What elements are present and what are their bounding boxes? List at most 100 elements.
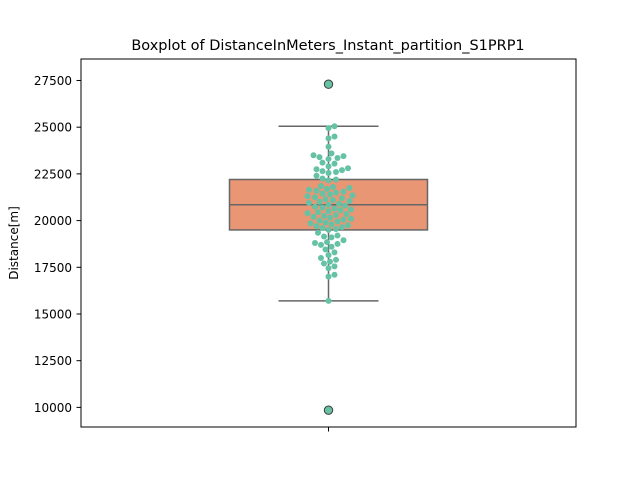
swarm-point: [334, 240, 341, 247]
swarm-point: [328, 243, 335, 250]
y-tick-label: 15000: [34, 307, 72, 321]
swarm-point: [333, 176, 339, 183]
swarm-point: [334, 232, 341, 239]
swarm-point: [322, 219, 329, 226]
swarm-point: [331, 133, 338, 140]
y-axis-label: Distance[m]: [7, 206, 21, 280]
swarm-point: [343, 211, 350, 218]
chart-title: Boxplot of DistanceInMeters_Instant_part…: [131, 38, 524, 54]
swarm-point: [322, 196, 329, 203]
swarm-point: [319, 175, 326, 182]
swarm-point: [318, 254, 324, 261]
swarm-point: [331, 160, 338, 167]
swarm-point: [346, 197, 353, 204]
swarm-point: [310, 152, 317, 159]
y-tick-label: 27500: [34, 74, 72, 88]
swarm-point: [325, 163, 332, 170]
swarm-point: [331, 249, 338, 256]
swarm-point: [319, 190, 326, 197]
swarm-point: [348, 215, 354, 222]
swarm-point: [331, 263, 338, 270]
swarm-point: [315, 209, 321, 216]
swarm-point: [310, 213, 317, 220]
swarm-point: [312, 240, 318, 246]
swarm-point: [328, 221, 335, 228]
swarm-point: [331, 205, 338, 212]
swarm-point: [312, 203, 318, 210]
swarm-point: [330, 197, 336, 204]
swarm-point: [316, 217, 323, 224]
swarm-point: [333, 256, 339, 263]
swarm-point: [304, 193, 311, 200]
swarm-point: [328, 234, 335, 241]
swarm-point: [348, 206, 354, 213]
swarm-point: [312, 194, 318, 201]
swarm-point: [333, 189, 339, 196]
swarm-point: [340, 216, 347, 223]
swarm-point: [306, 199, 312, 206]
swarm-point: [306, 186, 312, 193]
swarm-point: [321, 233, 327, 240]
swarm-point: [345, 165, 351, 172]
swarm-point: [337, 207, 344, 214]
swarm-point: [325, 297, 332, 304]
swarm-point: [340, 237, 347, 244]
swarm-point: [336, 200, 342, 207]
swarm-point: [342, 202, 348, 209]
swarm-point: [325, 273, 332, 280]
outliers: [323, 79, 334, 415]
swarm-point: [313, 187, 320, 194]
swarm-point: [325, 265, 332, 272]
swarm-point: [304, 210, 311, 217]
swarm-point: [318, 241, 324, 248]
swarm-point: [325, 177, 332, 184]
swarm-point: [339, 224, 345, 231]
swarm-point: [349, 192, 356, 199]
swarm-point: [324, 185, 330, 192]
y-tick-label: 20000: [34, 214, 72, 228]
swarm-point: [321, 212, 327, 219]
swarm-point: [325, 135, 332, 142]
swarm-point: [325, 201, 332, 208]
swarm-point: [325, 143, 332, 150]
swarm-point: [339, 167, 345, 174]
swarm-point: [325, 125, 332, 132]
swarm-points: [304, 123, 356, 304]
swarm-point: [340, 188, 347, 195]
y-tick-label: 12500: [34, 354, 72, 368]
swarm-point: [307, 220, 314, 227]
y-tick-label: 10000: [34, 401, 72, 415]
swarm-point: [319, 159, 326, 166]
swarm-point: [316, 198, 323, 205]
swarm-point: [333, 211, 339, 218]
swarm-point: [327, 258, 333, 265]
swarm-point: [319, 225, 326, 232]
swarm-point: [313, 166, 320, 173]
swarm-point: [325, 155, 332, 162]
swarm-point: [345, 222, 351, 229]
swarm-point: [331, 123, 338, 130]
swarm-point: [321, 260, 327, 267]
swarm-point: [319, 204, 326, 211]
swarm-point: [333, 225, 339, 232]
swarm-point: [334, 218, 341, 225]
swarm-point: [327, 191, 333, 198]
swarm-point: [334, 155, 341, 162]
swarm-point: [315, 229, 321, 236]
swarm-point: [331, 271, 338, 278]
y-tick-label: 17500: [34, 261, 72, 275]
swarm-point: [325, 252, 332, 259]
outlier-point: [323, 79, 334, 89]
swarm-point: [322, 246, 329, 253]
swarm-point: [325, 226, 332, 233]
swarm-point: [340, 153, 347, 160]
swarm-point: [319, 168, 326, 175]
swarm-point: [325, 169, 332, 176]
swarm-point: [313, 223, 320, 230]
y-tick-label: 25000: [34, 121, 72, 135]
swarm-point: [316, 154, 323, 161]
swarm-point: [328, 150, 335, 157]
outlier-point: [323, 405, 334, 415]
